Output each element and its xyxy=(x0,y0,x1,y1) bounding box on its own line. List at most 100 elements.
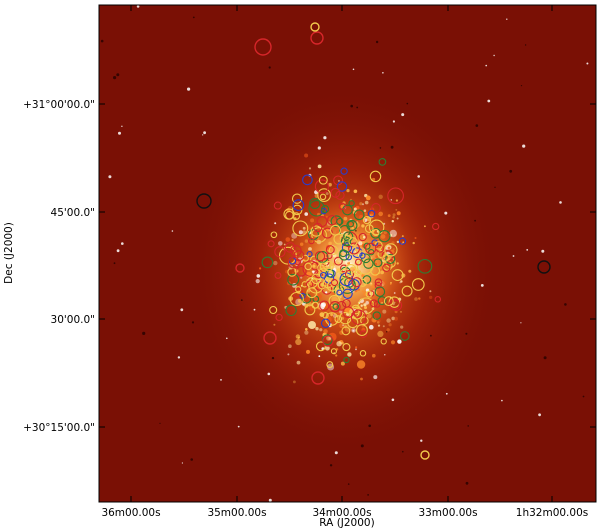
y-axis: +31°00'00.0" 45'00.0" 30'00.0" +30°15'00.0" xyxy=(23,99,596,434)
emission-knot xyxy=(381,301,384,304)
field-star xyxy=(384,354,386,356)
field-star xyxy=(367,494,369,496)
field-star xyxy=(121,125,123,128)
emission-knot xyxy=(402,241,405,244)
emission-knot xyxy=(304,212,309,216)
field-star xyxy=(108,175,112,179)
source-marker xyxy=(332,303,340,310)
source-marker xyxy=(314,251,326,262)
field-star xyxy=(541,249,545,253)
emission-knot xyxy=(378,211,384,217)
source-marker xyxy=(341,326,351,336)
emission-knot xyxy=(315,327,319,331)
source-marker xyxy=(325,245,335,255)
field-star xyxy=(501,399,503,402)
source-marker xyxy=(320,207,327,215)
field-star xyxy=(268,498,272,502)
emission-knot xyxy=(341,341,345,345)
source-marker xyxy=(320,318,331,329)
field-star xyxy=(187,87,191,91)
emission-knot xyxy=(273,323,276,326)
field-star xyxy=(226,337,228,340)
source-marker xyxy=(318,175,328,185)
source-marker xyxy=(317,280,327,290)
emission-knot xyxy=(365,195,371,201)
emission-knot xyxy=(360,304,363,307)
source-marker xyxy=(369,170,382,183)
field-star xyxy=(274,222,277,225)
emission-knot xyxy=(304,330,309,335)
field-star xyxy=(347,483,350,485)
source-marker xyxy=(321,227,333,239)
field-star xyxy=(406,102,409,105)
source-marker xyxy=(340,167,348,175)
source-marker xyxy=(311,371,325,385)
source-marker xyxy=(336,289,343,296)
field-star xyxy=(390,145,394,149)
source-marker xyxy=(292,199,305,211)
emission-knot xyxy=(382,280,387,285)
emission-knot xyxy=(300,242,304,246)
field-star xyxy=(352,68,355,71)
emission-knot xyxy=(355,346,358,349)
field-star xyxy=(220,379,222,381)
source-marker xyxy=(344,269,355,279)
source-marker xyxy=(328,294,341,307)
field-star xyxy=(586,62,589,65)
source-marker xyxy=(353,209,365,221)
emission-knot xyxy=(335,354,338,357)
emission-knot xyxy=(335,260,338,262)
emission-knot xyxy=(312,270,315,273)
emission-knot xyxy=(328,241,332,246)
field-star xyxy=(386,331,388,333)
source-marker xyxy=(350,306,364,320)
emission-knot xyxy=(394,316,398,321)
emission-knot xyxy=(370,256,373,260)
emission-knot xyxy=(340,361,345,366)
emission-knot xyxy=(397,339,402,344)
field-star xyxy=(192,16,195,19)
emission-knot xyxy=(259,267,262,270)
source-marker xyxy=(254,38,272,56)
source-marker xyxy=(306,251,313,258)
emission-knot xyxy=(418,297,421,300)
source-marker xyxy=(338,249,350,261)
emission-knot xyxy=(359,202,363,206)
emission-knot xyxy=(391,220,394,223)
emission-knot xyxy=(308,247,312,251)
emission-knot xyxy=(370,212,374,216)
emission-knot xyxy=(255,279,260,284)
emission-knot xyxy=(339,309,343,314)
emission-knot xyxy=(392,213,396,217)
field-star xyxy=(543,356,547,360)
emission-knot xyxy=(371,284,375,289)
source-marker xyxy=(358,232,367,242)
emission-knot xyxy=(338,312,341,315)
x-tick-label: 1h32m00.00s xyxy=(516,507,588,519)
source-marker xyxy=(323,260,334,272)
source-marker xyxy=(432,222,440,231)
emission-knot xyxy=(362,203,364,206)
source-marker xyxy=(321,205,330,214)
emission-knot xyxy=(298,230,303,235)
emission-knot xyxy=(396,240,400,244)
emission-knot xyxy=(307,289,311,293)
emission-knot xyxy=(362,235,366,239)
emission-knot xyxy=(373,290,375,292)
source-marker xyxy=(321,334,333,346)
source-marker xyxy=(357,297,375,315)
field-star xyxy=(480,284,484,287)
source-marker xyxy=(287,273,300,286)
emission-knot xyxy=(390,340,396,345)
source-marker xyxy=(330,215,343,228)
emission-knot xyxy=(291,238,294,242)
emission-knot xyxy=(412,241,415,245)
source-marker xyxy=(310,22,320,32)
emission-knot xyxy=(392,216,395,219)
field-star xyxy=(467,425,470,427)
source-marker xyxy=(295,286,302,293)
source-marker xyxy=(348,200,355,207)
emission-knot xyxy=(347,352,352,357)
x-tick-label: 35m00.00s xyxy=(207,507,266,519)
source-marker xyxy=(319,193,327,201)
